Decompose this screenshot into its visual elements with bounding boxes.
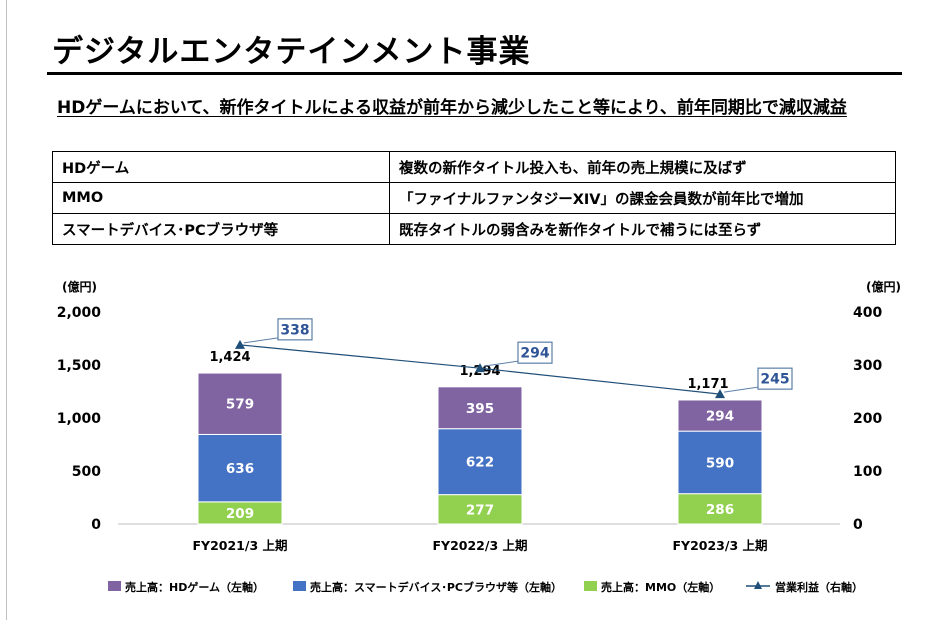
comment-cell: 既存タイトルの弱含みを新作タイトルで補うには至らず bbox=[389, 213, 896, 245]
bar-value-label: 636 bbox=[226, 461, 254, 477]
table-row: MMO 「ファイナルファンタジーXIV」の課金会員数が前年比で増加 bbox=[52, 182, 896, 214]
profit-callout-box bbox=[757, 367, 793, 390]
legend-marker-swatch bbox=[754, 581, 762, 589]
category-label: FY2021/3 上期 bbox=[193, 538, 288, 553]
legend-swatch bbox=[293, 581, 306, 591]
legend-swatch bbox=[584, 581, 597, 591]
headline: HDゲームにおいて、新作タイトルによる収益が前年から減少したこと等により、前年同… bbox=[57, 98, 847, 118]
right-axis-tick-label: 0 bbox=[853, 517, 863, 533]
profit-callout-box bbox=[517, 341, 553, 364]
bar-segment bbox=[197, 433, 283, 503]
title-divider bbox=[47, 72, 902, 75]
page-title: デジタルエンタテインメント事業 bbox=[52, 34, 531, 70]
bar-segment bbox=[437, 494, 523, 525]
legend-label: 売上高：HDゲーム（左軸） bbox=[125, 580, 264, 594]
left-axis-tick-label: 500 bbox=[72, 464, 101, 480]
bar-value-label: 209 bbox=[226, 506, 254, 522]
category-label: FY2023/3 上期 bbox=[673, 538, 768, 553]
left-axis-tick-label: 0 bbox=[91, 517, 101, 533]
profit-callout-leader bbox=[483, 360, 519, 367]
bar-value-label: 277 bbox=[466, 502, 494, 518]
category-label: FY2022/3 上期 bbox=[433, 538, 528, 553]
right-axis-tick-label: 200 bbox=[853, 411, 882, 427]
total-label: 1,171 bbox=[687, 377, 728, 392]
bar-segment bbox=[437, 386, 523, 430]
total-label: 1,424 bbox=[209, 350, 250, 365]
left-axis-tick-label: 1,000 bbox=[57, 411, 102, 427]
bar-value-label: 395 bbox=[466, 401, 494, 417]
bar-segment bbox=[677, 430, 763, 495]
right-axis-tick-label: 100 bbox=[853, 464, 882, 480]
profit-callout-leader bbox=[243, 337, 279, 344]
left-axis-tick-label: 2,000 bbox=[57, 305, 102, 321]
profit-marker bbox=[715, 389, 725, 399]
legend-swatch bbox=[108, 581, 121, 591]
profit-callout-leader bbox=[723, 386, 759, 393]
bar-segment bbox=[437, 428, 523, 496]
segment-cell: スマートデバイス･PCブラウザ等 bbox=[52, 213, 390, 245]
left-axis-unit: (億円) bbox=[62, 280, 97, 294]
profit-value-label: 338 bbox=[280, 322, 309, 338]
profit-value-label: 294 bbox=[520, 346, 549, 362]
bar-value-label: 579 bbox=[226, 397, 254, 413]
bar-value-label: 294 bbox=[706, 409, 734, 425]
profit-marker bbox=[235, 339, 245, 349]
right-axis-unit: (億円) bbox=[866, 280, 901, 294]
comment-cell: 「ファイナルファンタジーXIV」の課金会員数が前年比で増加 bbox=[389, 182, 896, 214]
profit-value-label: 245 bbox=[760, 372, 789, 388]
profit-marker bbox=[475, 363, 485, 373]
table-row: スマートデバイス･PCブラウザ等 既存タイトルの弱含みを新作タイトルで補うには至… bbox=[52, 213, 896, 245]
bar-segment bbox=[677, 493, 763, 525]
profit-callout-box bbox=[277, 318, 313, 341]
summary-table: HDゲーム 複数の新作タイトル投入も、前年の売上規模に及ばず MMO 「ファイナ… bbox=[52, 151, 896, 245]
legend-label: 営業利益（右軸） bbox=[775, 580, 863, 594]
left-axis-tick-label: 1,500 bbox=[57, 358, 102, 374]
bar-value-label: 590 bbox=[706, 455, 734, 471]
legend-label: 売上高：MMO（左軸） bbox=[601, 580, 720, 594]
bar-segment bbox=[677, 399, 763, 432]
table-row: HDゲーム 複数の新作タイトル投入も、前年の売上規模に及ばず bbox=[52, 151, 896, 183]
right-axis-tick-label: 400 bbox=[853, 305, 882, 321]
bar-segment bbox=[197, 372, 283, 435]
bar-value-label: 622 bbox=[466, 455, 494, 471]
right-axis-tick-label: 300 bbox=[853, 358, 882, 374]
slide-edge-line bbox=[6, 0, 7, 620]
comment-cell: 複数の新作タイトル投入も、前年の売上規模に及ばず bbox=[389, 151, 896, 183]
bar-value-label: 286 bbox=[706, 502, 734, 518]
legend-label: 売上高：スマートデバイス･PCブラウザ等（左軸） bbox=[310, 580, 562, 594]
